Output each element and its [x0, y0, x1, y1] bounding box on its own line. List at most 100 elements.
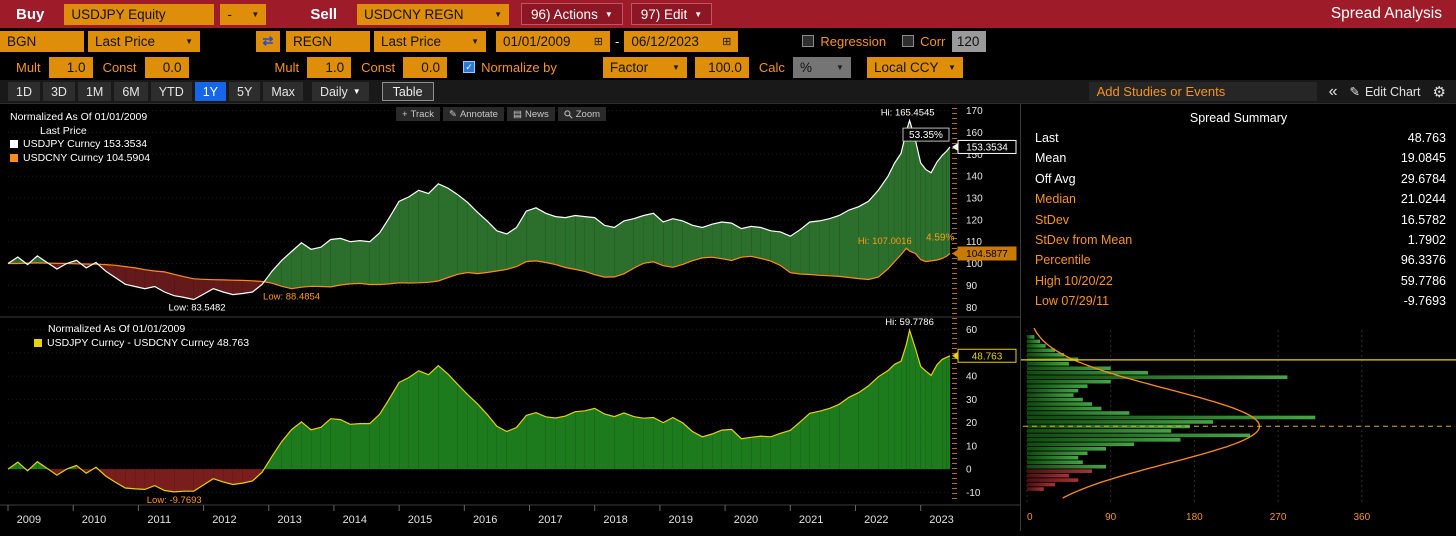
actions-button-label: 96) Actions: [531, 6, 598, 22]
sell-price-field-select[interactable]: Last Price ▼: [374, 30, 486, 52]
buy-security-field[interactable]: USDJPY Equity: [64, 3, 215, 25]
buy-price-field-select[interactable]: Last Price ▼: [88, 30, 200, 52]
svg-text:Hi: 165.4545: Hi: 165.4545: [881, 108, 935, 119]
spread-summary-panel: Spread Summary Last 48.763 Mean 19.0845 Of…: [1020, 104, 1456, 531]
const2-text: 0.0: [421, 59, 441, 75]
mult2-input[interactable]: 1.0: [307, 56, 352, 78]
news-button[interactable]: ▤ News: [506, 107, 555, 121]
corr-window-input[interactable]: 120: [952, 30, 987, 52]
summary-value: -9.7693: [1403, 294, 1446, 309]
buy-selector-dropdown[interactable]: - ▼: [220, 3, 267, 25]
local-ccy-select[interactable]: Local CCY ▼: [866, 56, 963, 78]
sell-label: Sell: [310, 5, 338, 23]
edit-chart-button[interactable]: ✎ Edit Chart: [1349, 84, 1420, 100]
svg-text:53.35%: 53.35%: [909, 130, 943, 141]
caret-down-icon: ▼: [471, 36, 479, 46]
svg-text:104.5877: 104.5877: [966, 249, 1008, 260]
settings-button[interactable]: ⚙: [1433, 83, 1446, 101]
range-button-1y[interactable]: 1Y: [194, 82, 227, 101]
svg-text:Low: -9.7693: Low: -9.7693: [147, 495, 202, 506]
summary-row: StDev from Mean 1.7902: [1021, 230, 1456, 250]
actions-button[interactable]: 96) Actions ▼: [521, 3, 623, 25]
svg-text:20: 20: [966, 418, 978, 429]
sell-price-field-text: Last Price: [381, 33, 442, 49]
chart-toolbar: 1D 3D 1M 6M YTD 1Y 5Y Max Daily ▼ Table …: [0, 80, 1456, 104]
summary-value: 48.763: [1407, 131, 1446, 145]
const1-input[interactable]: 0.0: [144, 56, 189, 78]
normalize-value-text: 100.0: [708, 59, 742, 75]
svg-text:2020: 2020: [734, 514, 758, 526]
calendar-icon[interactable]: ⊞: [593, 35, 603, 48]
const2-input[interactable]: 0.0: [403, 56, 448, 78]
mult1-text: 1.0: [66, 59, 86, 75]
svg-text:2013: 2013: [277, 514, 301, 526]
svg-text:2009: 2009: [17, 514, 41, 526]
mult1-input[interactable]: 1.0: [48, 56, 93, 78]
normalize-value-input[interactable]: 100.0: [694, 56, 749, 78]
summary-value: 29.6784: [1400, 171, 1446, 186]
summary-row: High 10/20/22 59.7786: [1021, 271, 1456, 291]
caret-down-icon: ▼: [251, 9, 260, 19]
date-from-input[interactable]: 01/01/2009 ⊞: [496, 30, 610, 52]
caret-down-icon: ▼: [694, 9, 703, 19]
local-ccy-text: Local CCY: [873, 59, 939, 75]
range-button-max[interactable]: Max: [263, 82, 303, 101]
track-label: Track: [410, 108, 434, 120]
corr-checkbox[interactable]: [902, 35, 915, 47]
range-button-5y[interactable]: 5Y: [229, 82, 261, 101]
track-button[interactable]: + Track: [396, 107, 440, 121]
normalize-mode-select[interactable]: Factor ▼: [602, 56, 687, 78]
const2-label: Const: [361, 59, 396, 75]
summary-value: 19.0845: [1400, 151, 1446, 166]
pencil-icon: ✎: [448, 108, 457, 120]
magnifier-icon: [564, 109, 573, 119]
svg-text:30: 30: [966, 395, 978, 406]
edit-button-label: 97) Edit: [640, 6, 688, 22]
svg-text:40: 40: [966, 372, 978, 383]
buy-price-field-text: Last Price: [95, 33, 156, 49]
price-charts-pane: + Track ✎ Annotate ▤ News Zoom Normalize…: [0, 104, 1020, 531]
gear-icon: ⚙: [1432, 83, 1446, 101]
date-to-input[interactable]: 06/12/2023 ⊞: [624, 30, 739, 52]
range-button-6m[interactable]: 6M: [114, 82, 148, 101]
sell-security-field[interactable]: USDCNY REGN ▼: [357, 3, 510, 25]
zoom-button[interactable]: Zoom: [557, 107, 607, 121]
range-button-ytd[interactable]: YTD: [150, 82, 192, 101]
range-button-1d[interactable]: 1D: [8, 82, 40, 101]
buy-source-field[interactable]: BGN: [0, 30, 84, 52]
summary-label: Median: [1035, 192, 1076, 207]
buy-source-text: BGN: [7, 33, 37, 49]
sell-source-text: REGN: [293, 33, 333, 49]
calendar-icon[interactable]: ⊞: [722, 35, 732, 48]
period-select[interactable]: Daily ▼: [311, 82, 369, 101]
svg-text:270: 270: [1270, 512, 1287, 523]
table-button[interactable]: Table: [381, 82, 434, 101]
summary-value: 21.0244: [1400, 192, 1446, 207]
collapse-panel-button[interactable]: «: [1329, 83, 1338, 101]
calc-mode-select[interactable]: % ▼: [792, 56, 851, 78]
svg-text:90: 90: [1105, 512, 1117, 523]
caret-down-icon: ▼: [604, 9, 613, 19]
mult2-text: 1.0: [325, 59, 345, 75]
regression-checkbox[interactable]: [802, 35, 815, 47]
calc-label: Calc: [758, 59, 785, 75]
studies-input[interactable]: Add Studies or Events: [1088, 82, 1317, 101]
sell-source-field[interactable]: REGN: [286, 30, 370, 52]
svg-text:2023: 2023: [929, 514, 953, 526]
normalize-mode-text: Factor: [609, 59, 649, 75]
summary-label: Mean: [1035, 151, 1067, 166]
swap-button[interactable]: ⇄: [256, 30, 280, 52]
caret-down-icon: ▼: [185, 36, 193, 46]
normalize-checkbox[interactable]: ✓: [463, 61, 476, 73]
svg-text:2019: 2019: [669, 514, 693, 526]
price-chart-svg[interactable]: 80 90 100 110 120 130 140 150 160 170 -10 0 10 20 30 40…: [0, 104, 1020, 531]
summary-label: Off Avg: [1035, 171, 1076, 186]
summary-label: StDev from Mean: [1035, 233, 1133, 248]
range-button-3d[interactable]: 3D: [42, 82, 75, 101]
range-button-1m[interactable]: 1M: [77, 82, 112, 101]
annotate-button[interactable]: ✎ Annotate: [442, 107, 504, 121]
summary-value: 1.7902: [1407, 233, 1446, 248]
caret-down-icon: ▼: [672, 62, 680, 72]
summary-row: Last 48.763: [1021, 128, 1456, 148]
edit-button[interactable]: 97) Edit ▼: [630, 3, 713, 25]
